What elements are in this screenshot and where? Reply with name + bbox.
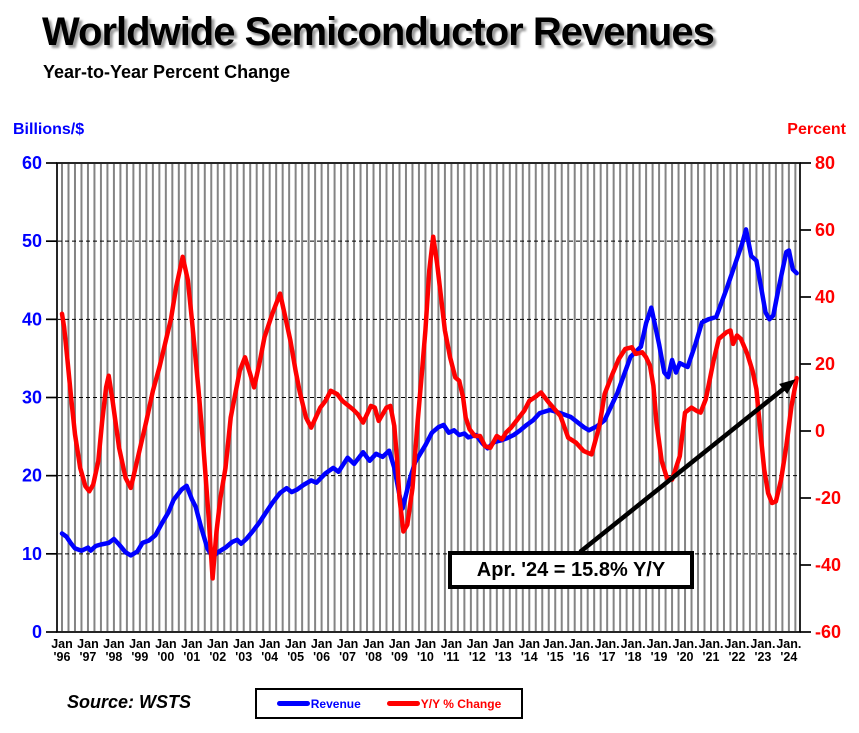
x-axis-label: Jan '09	[389, 637, 411, 664]
x-axis-label: Jan '05	[285, 637, 307, 664]
right-tick-label: -20	[815, 488, 841, 508]
revenue-line-swatch	[276, 701, 310, 706]
x-axis-label: Jan. '20	[673, 637, 698, 664]
left-tick-label: 60	[22, 153, 42, 173]
left-tick-label: 30	[22, 388, 42, 408]
page-subtitle: Year-to-Year Percent Change	[43, 62, 291, 82]
x-axis-label: Jan '14	[519, 637, 541, 664]
page-title: Worldwide Semiconductor Revenues	[42, 10, 715, 54]
right-axis-unit-label: Percent	[787, 121, 846, 138]
x-axis-label: Jan. '21	[698, 637, 723, 664]
legend-item-revenue: Revenue	[276, 696, 361, 711]
yoy-change-line-swatch	[386, 701, 420, 706]
right-tick-label: -40	[815, 555, 841, 575]
annotation-arrow	[578, 383, 790, 554]
annotation-callout: Apr. '24 = 15.8% Y/Y	[448, 551, 694, 589]
source-label: Source: WSTS	[67, 692, 192, 712]
x-axis-label: Jan '10	[415, 637, 437, 664]
legend-label-revenue: Revenue	[310, 696, 361, 711]
right-tick-label: 40	[815, 287, 835, 307]
left-tick-label: 40	[22, 309, 42, 329]
legend-label-yoy-change: Y/Y % Change	[420, 696, 502, 711]
annotation-text: Apr. '24 = 15.8% Y/Y	[476, 558, 666, 581]
x-axis-label: Jan '11	[441, 637, 463, 664]
x-axis-label: Jan '08	[363, 637, 385, 664]
x-axis-label: Jan '99	[129, 637, 151, 664]
left-tick-label: 20	[22, 466, 42, 486]
x-axis-label: Jan. '15	[543, 637, 568, 664]
x-axis-label: Jan '13	[493, 637, 515, 664]
x-axis-label: Jan '01	[181, 637, 203, 664]
x-axis-label: Jan '02	[207, 637, 229, 664]
x-axis-label: Jan '97	[77, 637, 99, 664]
left-tick-label: 0	[32, 622, 42, 642]
x-axis-label: Jan. '22	[724, 637, 749, 664]
right-tick-label: -60	[815, 622, 841, 642]
x-axis-label: Jan '04	[259, 637, 281, 664]
left-axis-unit-label: Billions/$	[13, 121, 85, 138]
x-axis-label: Jan '06	[311, 637, 333, 664]
legend: Revenue Y/Y % Change	[255, 688, 523, 719]
left-tick-label: 50	[22, 231, 42, 251]
x-axis-label: Jan. '18	[621, 637, 646, 664]
x-axis-label: Jan. '17	[595, 637, 620, 664]
right-tick-label: 60	[815, 220, 835, 240]
x-axis-label: Jan. '19	[647, 637, 672, 664]
x-axis-label: Jan '98	[103, 637, 125, 664]
annotation-arrowhead	[779, 379, 796, 395]
right-tick-label: 20	[815, 354, 835, 374]
right-tick-label: 80	[815, 153, 835, 173]
x-axis-label: Jan '12	[467, 637, 489, 664]
x-axis-label: Jan '00	[155, 637, 177, 664]
x-axis-label: Jan '03	[233, 637, 255, 664]
yoy-change-line	[59, 234, 799, 581]
x-axis-label: Jan '07	[337, 637, 359, 664]
x-axis-label: Jan. '24	[776, 637, 801, 664]
x-axis-label: Jan. '16	[569, 637, 594, 664]
legend-item-yoy-change: Y/Y % Change	[386, 696, 502, 711]
left-tick-label: 10	[22, 544, 42, 564]
x-axis-label: Jan '96	[51, 637, 73, 664]
x-axis-label: Jan. '23	[750, 637, 775, 664]
right-tick-label: 0	[815, 421, 825, 441]
